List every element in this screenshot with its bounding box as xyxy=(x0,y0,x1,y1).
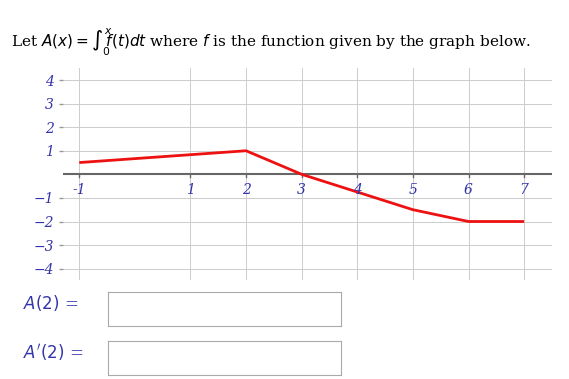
Text: 6: 6 xyxy=(464,183,473,197)
Text: 1: 1 xyxy=(186,183,195,197)
Text: 5: 5 xyxy=(409,183,417,197)
Text: $A'(2)$ =: $A'(2)$ = xyxy=(23,342,83,363)
Text: Let $A(x) = \int_0^x\!\! f(t)dt$ where $f$ is the function given by the graph be: Let $A(x) = \int_0^x\!\! f(t)dt$ where $… xyxy=(11,27,531,58)
Text: $A(2)$ =: $A(2)$ = xyxy=(23,293,78,313)
Text: -1: -1 xyxy=(72,183,86,197)
Text: 4: 4 xyxy=(353,183,362,197)
Text: 7: 7 xyxy=(519,183,529,197)
Text: 2: 2 xyxy=(242,183,250,197)
Text: 3: 3 xyxy=(297,183,306,197)
